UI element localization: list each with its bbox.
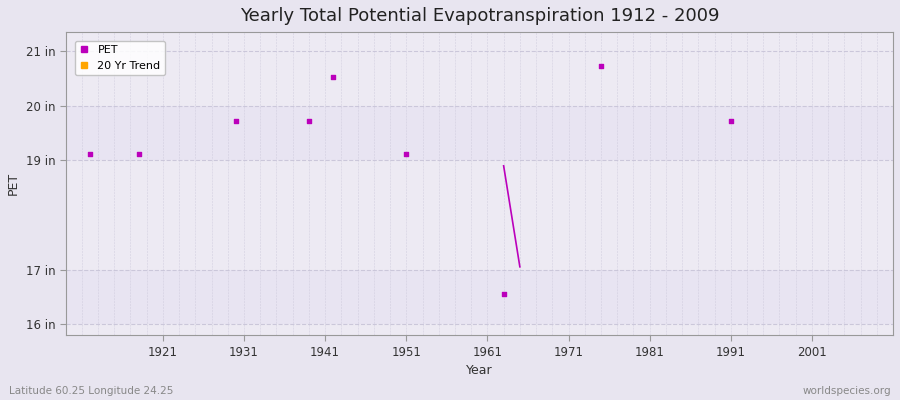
Point: [326, 74, 340, 80]
Legend: PET, 20 Yr Trend: PET, 20 Yr Trend: [76, 41, 165, 75]
Point: [302, 118, 316, 124]
Bar: [66, 160, 893, 270]
Y-axis label: PET: PET: [7, 172, 20, 195]
Bar: [66, 270, 893, 324]
Point: [131, 151, 146, 157]
Point: [399, 151, 413, 157]
X-axis label: Year: Year: [466, 364, 492, 377]
Title: Yearly Total Potential Evapotranspiration 1912 - 2009: Yearly Total Potential Evapotranspiratio…: [239, 7, 719, 25]
Bar: [66, 51, 893, 106]
Text: Latitude 60.25 Longitude 24.25: Latitude 60.25 Longitude 24.25: [9, 386, 174, 396]
Point: [83, 151, 97, 157]
Text: worldspecies.org: worldspecies.org: [803, 386, 891, 396]
Point: [229, 118, 243, 124]
Bar: [66, 106, 893, 160]
Point: [594, 63, 608, 70]
Point: [724, 118, 738, 124]
Point: [497, 291, 511, 297]
